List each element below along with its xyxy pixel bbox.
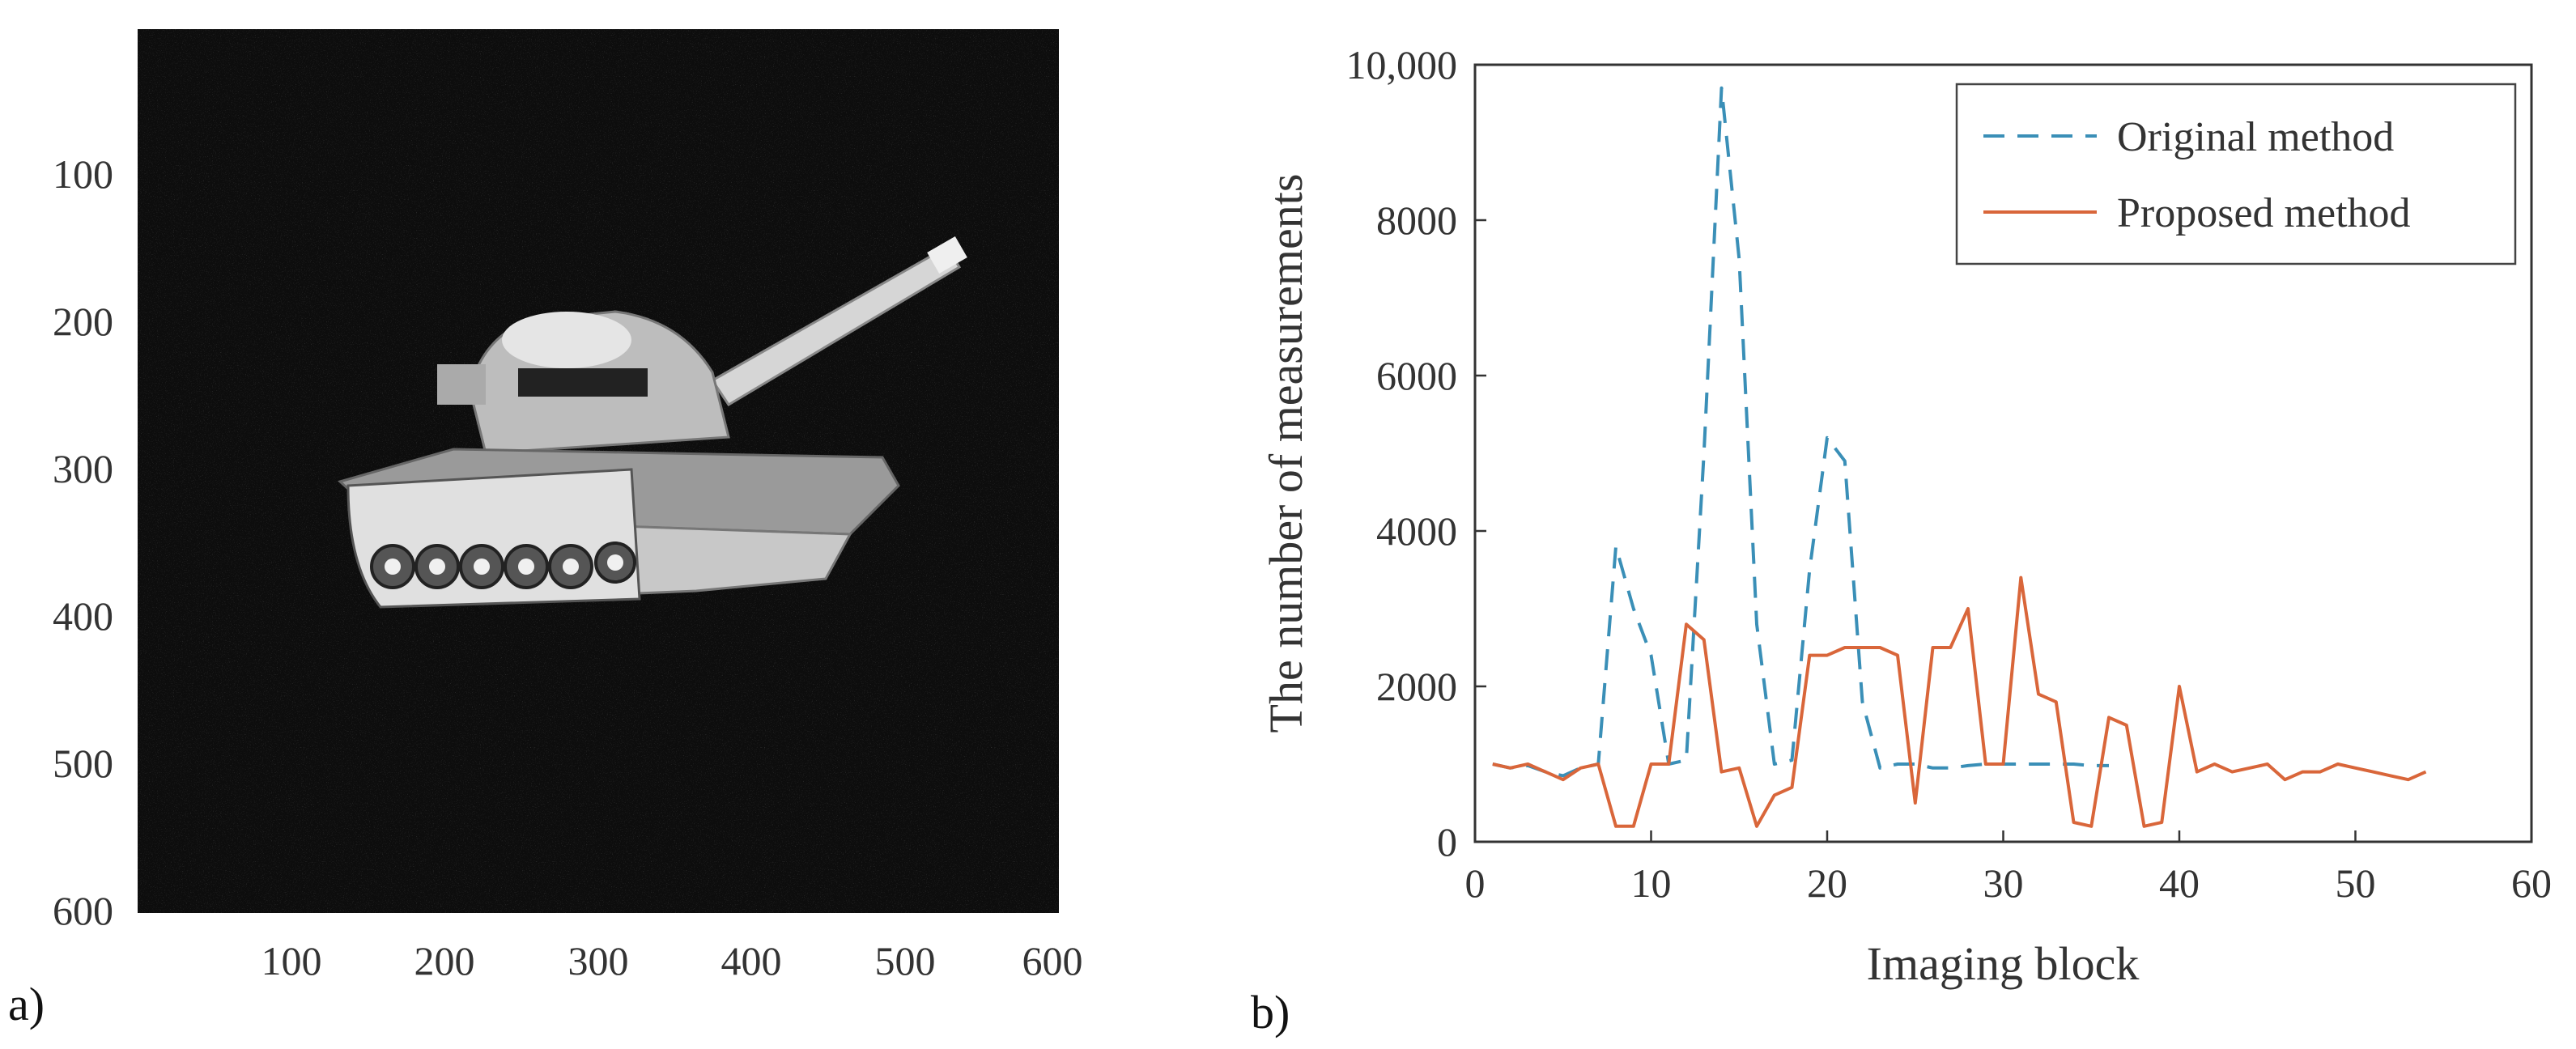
x-tick-label: 60 bbox=[2511, 860, 2552, 906]
panel-a-x-tick: 600 bbox=[1022, 938, 1083, 983]
tank-photo-icon bbox=[337, 236, 967, 609]
series-line-proposed bbox=[1492, 575, 2427, 828]
legend-label-proposed: Proposed method bbox=[2117, 190, 2411, 236]
panel-a-x-tick: 400 bbox=[721, 938, 782, 983]
legend-label-original: Original method bbox=[2117, 114, 2394, 160]
panel-a-y-tick: 600 bbox=[53, 888, 113, 933]
panel-a-x-ticks: 100 200 300 400 500 600 bbox=[261, 938, 1083, 983]
x-tick-label: 10 bbox=[1631, 860, 1672, 906]
panel-a-y-tick: 500 bbox=[53, 741, 113, 786]
panel-b-label: b) bbox=[1251, 986, 1290, 1038]
x-tick-label: 50 bbox=[2336, 860, 2376, 906]
legend-box bbox=[1955, 83, 2517, 265]
x-axis-ticks: 0 10 20 30 40 50 60 bbox=[1465, 830, 2552, 906]
panel-a-label: a) bbox=[8, 978, 45, 1030]
y-tick-label: 2000 bbox=[1376, 664, 1457, 709]
panel-a-y-tick: 300 bbox=[53, 446, 113, 491]
y-tick-label: 4000 bbox=[1376, 508, 1457, 554]
panel-a-x-tick: 200 bbox=[414, 938, 475, 983]
panel-a-y-ticks: 100 200 300 400 500 600 bbox=[53, 151, 113, 933]
y-tick-label: 8000 bbox=[1376, 197, 1457, 243]
x-tick-label: 20 bbox=[1807, 860, 1847, 906]
panel-a-x-tick: 300 bbox=[568, 938, 629, 983]
legend: Original method Proposed method bbox=[1955, 83, 2517, 265]
panel-b-line-chart: 0 2000 4000 6000 8000 10,000 0 10 20 30 40 50 60 Im… bbox=[1251, 42, 2552, 1038]
series-layer bbox=[1492, 86, 2427, 828]
x-tick-label: 30 bbox=[1983, 860, 2024, 906]
x-tick-label: 0 bbox=[1465, 860, 1486, 906]
panel-a-y-tick: 100 bbox=[53, 151, 113, 197]
y-tick-label: 6000 bbox=[1376, 353, 1457, 398]
y-tick-label: 0 bbox=[1437, 819, 1457, 864]
x-axis-title: Imaging block bbox=[1867, 937, 2140, 990]
panel-a-y-tick: 200 bbox=[53, 299, 113, 344]
panel-a-x-tick: 100 bbox=[261, 938, 322, 983]
x-tick-label: 40 bbox=[2159, 860, 2200, 906]
panel-a-y-tick: 400 bbox=[53, 593, 113, 639]
panel-a-image-plot: 100 200 300 400 500 600 100 200 300 400 … bbox=[8, 29, 1083, 1030]
y-axis-ticks: 0 2000 4000 6000 8000 10,000 bbox=[1346, 42, 1486, 864]
y-axis-title: The number of measurements bbox=[1260, 174, 1312, 733]
panel-a-x-tick: 500 bbox=[875, 938, 936, 983]
y-tick-label: 10,000 bbox=[1346, 42, 1458, 87]
